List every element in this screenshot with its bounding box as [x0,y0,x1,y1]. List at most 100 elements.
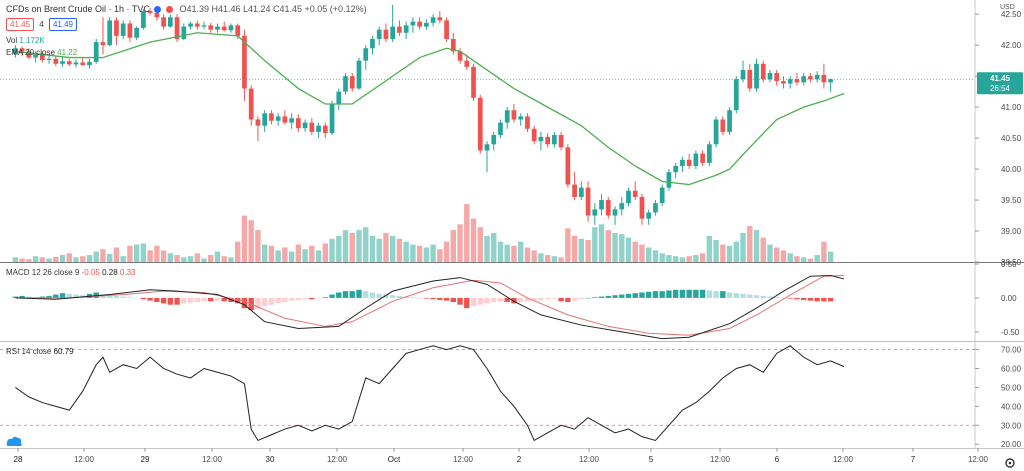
candle-body [19,48,25,52]
volume-bar [747,226,753,262]
macd-histogram-bar [39,296,46,298]
volume-bar [295,244,302,262]
volume-bar [214,251,221,262]
macd-histogram-bar [767,296,773,298]
macd-tick-label: -0.50 [1001,328,1020,337]
macd-histogram-bar [726,292,733,298]
volume-bar [706,235,713,262]
volume-bar [194,253,200,262]
volume-bar [255,230,261,262]
settings-gear-icon[interactable] [1005,458,1015,468]
candle-body [477,97,483,151]
candle-body [33,54,38,58]
time-tick-label: 2 [517,455,522,464]
volume-bar [632,241,638,262]
gear-center [1008,461,1012,465]
candle-body [747,69,753,89]
price-tick-label: 41.00 [1001,103,1022,112]
candle-body [141,11,146,28]
rsi-tick-label: 20.00 [1001,440,1022,449]
candle-body [114,20,119,36]
candle-body [491,135,497,145]
macd-histogram-bar [363,291,369,298]
macd-histogram-bar [12,296,19,298]
volume-bar [66,253,72,262]
macd-histogram-bar [558,297,564,302]
candle-body [336,91,342,105]
candle-body [720,119,726,132]
price-tick-label: 40.00 [1001,165,1022,174]
candle-body [242,35,247,89]
candle-body [424,22,429,27]
candle-body [262,113,268,126]
volume-legend[interactable]: Vol 1.172K [6,36,45,45]
volume-bar [268,245,275,262]
candle-body [349,76,355,89]
candle-body [181,26,187,39]
candle-body [545,136,551,145]
macd-histogram-bar [774,297,780,298]
macd-histogram-bar [322,297,328,298]
ema-legend[interactable]: EMA 20 close 41.22 [6,48,77,57]
time-tick-label: 12:00 [74,455,95,464]
macd-histogram-bar [753,295,760,298]
volume-bar [100,249,106,262]
gear-ring [1005,458,1015,468]
volume-bar [80,256,86,262]
candle-body [673,165,679,173]
sell-button[interactable]: 41.45 [6,18,35,31]
volume-bar [699,253,706,262]
candle-body [680,159,685,166]
volume-bar [322,243,328,262]
candle-body [370,38,375,49]
volume-bar [167,253,174,262]
volume-bar [39,257,46,262]
volume-bar [767,244,773,262]
candle-body [363,48,369,61]
candle-body [46,58,52,61]
candle-body [127,23,133,38]
market-status-icon [154,6,162,13]
volume-bar [538,253,544,262]
candle-body [194,23,200,27]
volume-bar [659,253,665,262]
buy-button[interactable]: 41.49 [48,18,77,31]
symbol-title[interactable]: CFDs on Brent Crude Oil · 1h · TVC [6,4,150,14]
macd-histogram-bar [127,297,133,298]
volume-bar [241,215,248,262]
macd-histogram-bar [666,290,672,298]
macd-histogram-bar [275,297,281,304]
volume-bar [679,257,686,262]
volume-bar [221,256,227,262]
candle-body [706,144,712,163]
candle-body [605,200,611,216]
macd-legend[interactable]: MACD 12 26 close 9 -0.05 0.28 0.33 [6,268,135,277]
candle-body [531,128,537,142]
volume-bar [464,204,470,262]
volume-bar [504,244,510,262]
volume-bar [491,233,497,262]
price-tick-label: 42.50 [1001,10,1022,19]
candle-body [498,122,503,135]
volume-bar [787,253,793,262]
volume-bar [154,245,160,262]
candle-body [619,203,625,210]
volume-bar [592,227,598,262]
volume-bar [780,250,787,262]
candle-body [201,25,207,27]
candle-body [504,110,510,123]
macd-histogram-bar [26,296,32,298]
volume-bar [12,257,19,262]
candle-body [107,20,113,46]
volume-bar [565,228,571,262]
volume-bar [275,250,281,262]
macd-histogram-bar [470,297,477,307]
rsi-legend[interactable]: RSI 14 close 60.79 [6,347,74,356]
candle-body [585,187,591,216]
candle-body [269,113,274,121]
candle-body [578,187,584,197]
macd-histogram-bar [133,297,140,299]
candle-body [781,81,786,84]
candle-body [26,51,32,58]
